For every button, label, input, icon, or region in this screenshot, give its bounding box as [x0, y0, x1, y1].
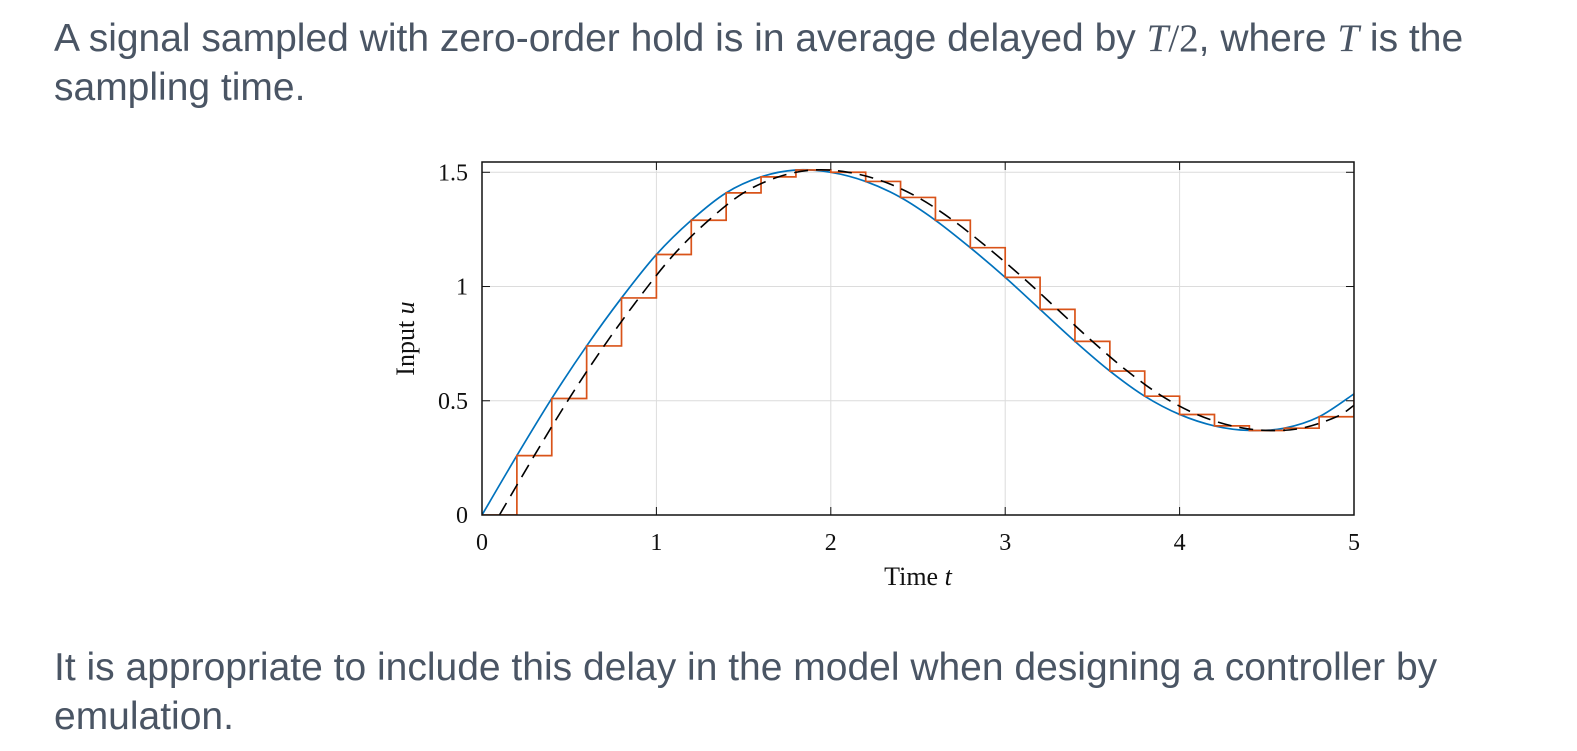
grid-lines	[481, 162, 1355, 516]
x-tick-label: 1	[650, 530, 662, 556]
x-axis-label: Time t	[884, 562, 952, 591]
x-tick-label: 0	[476, 530, 488, 556]
zoh-delay-chart: 0 1 2 3 4 5 0 0.5 1 1.5 Time t Input u	[391, 160, 1360, 591]
conclusion-paragraph: It is appropriate to include this delay …	[54, 646, 1438, 738]
math-variable-t: T	[1146, 17, 1169, 60]
intro-text-middle: , where	[1198, 17, 1338, 60]
math-variable-t-2: T	[1337, 17, 1360, 60]
intro-text-end: is the sampling time.	[54, 17, 1464, 109]
delayed-signal-series	[498, 168, 1354, 515]
plot-area	[482, 168, 1354, 515]
x-tick-label: 3	[999, 530, 1011, 556]
y-tick-label: 1	[456, 275, 468, 301]
x-tick-label: 4	[1174, 530, 1186, 556]
intro-text-start: A signal sampled with zero-order hold is…	[54, 17, 1147, 60]
continuous-signal-series	[482, 168, 1354, 515]
intro-paragraph: A signal sampled with zero-order hold is…	[54, 14, 1569, 112]
y-tick-label: 1.5	[438, 160, 468, 186]
y-tick-label: 0.5	[438, 389, 468, 415]
math-fraction-half: /2	[1168, 17, 1199, 60]
x-tick-label: 2	[825, 530, 837, 556]
x-tick-label: 5	[1348, 530, 1360, 556]
y-tick-label: 0	[456, 503, 468, 529]
zoh-step-series	[482, 169, 1354, 515]
y-axis-label: Input u	[391, 301, 420, 375]
axis-ticks: 0 1 2 3 4 5 0 0.5 1 1.5	[438, 160, 1360, 556]
axes-frame	[481, 161, 1355, 516]
